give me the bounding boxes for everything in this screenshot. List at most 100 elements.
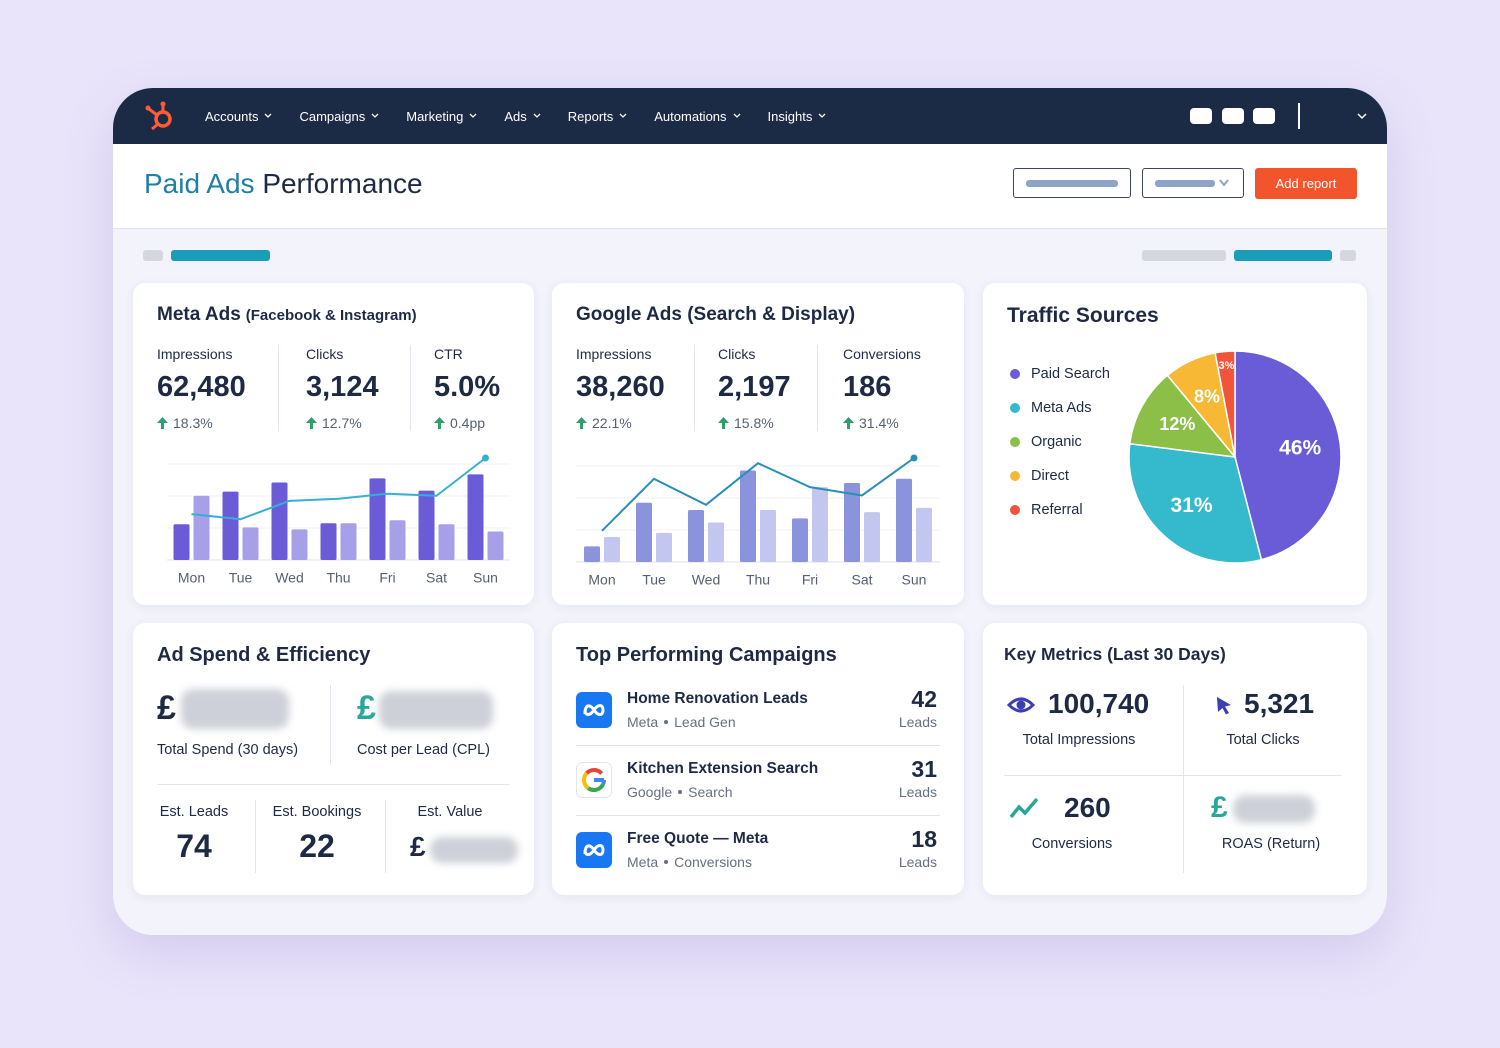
up-arrow bbox=[576, 417, 587, 429]
metric-label: CTR bbox=[434, 346, 463, 362]
nav-item[interactable]: Campaigns bbox=[299, 109, 379, 124]
line-end-dot bbox=[482, 454, 489, 462]
title-rest: Performance bbox=[262, 168, 423, 199]
nav-label: Insights bbox=[767, 108, 813, 124]
bar bbox=[242, 527, 259, 560]
campaign-name: Home Renovation Leads bbox=[627, 690, 808, 707]
bar bbox=[487, 531, 504, 560]
bar bbox=[340, 523, 357, 560]
tab[interactable] bbox=[1234, 250, 1332, 261]
metric-label: Impressions bbox=[576, 346, 652, 362]
metric-icon bbox=[1217, 697, 1231, 715]
icon-glyph bbox=[583, 704, 605, 716]
campaigns-card: Top Performing Campaigns Home Renovation … bbox=[552, 623, 964, 895]
slice-label: 12% bbox=[1159, 414, 1195, 434]
slice-label: 8% bbox=[1194, 386, 1220, 406]
change-text: 18.3% bbox=[173, 415, 213, 431]
nav-menu: Accounts Campaigns Marketing Ads Reports Auto… bbox=[205, 88, 826, 144]
slice-label: 3% bbox=[1218, 360, 1234, 372]
nav-label: Accounts bbox=[205, 108, 259, 124]
chevron bbox=[733, 113, 740, 118]
x-tick-label: Tue bbox=[229, 570, 253, 586]
nav-icon[interactable] bbox=[1190, 108, 1212, 124]
nav-item[interactable]: Accounts bbox=[205, 109, 272, 124]
dropdown-button[interactable] bbox=[1142, 168, 1244, 198]
nav-item[interactable]: Marketing bbox=[406, 109, 477, 124]
up-arrow bbox=[157, 417, 168, 429]
bar bbox=[760, 510, 776, 562]
divider bbox=[576, 745, 940, 746]
metric-value: 100,740 bbox=[1048, 688, 1150, 719]
nav-item[interactable]: Automations bbox=[654, 109, 740, 124]
currency-symbol: £ bbox=[1211, 791, 1228, 824]
bar bbox=[438, 524, 455, 560]
campaign-value: 31 bbox=[911, 756, 937, 782]
campaign-value: 18 bbox=[911, 826, 937, 852]
arrow bbox=[306, 417, 317, 429]
x-tick-label: Wed bbox=[692, 572, 721, 588]
nav-icon[interactable] bbox=[1222, 108, 1244, 124]
tab[interactable] bbox=[143, 250, 163, 261]
pie-slice bbox=[1128, 442, 1263, 564]
divider bbox=[1183, 685, 1184, 873]
bar bbox=[418, 490, 435, 560]
x-tick-label: Sat bbox=[426, 570, 447, 586]
arrow bbox=[576, 417, 587, 429]
meta-ads-card: Meta Ads (Facebook & Instagram) Impression… bbox=[133, 283, 534, 605]
bar bbox=[193, 495, 210, 560]
icon-glyph bbox=[586, 782, 606, 792]
pie-chart: 46% Paid Search 31% Meta Ads 12% Organic 8% Dir… bbox=[1010, 350, 1342, 564]
title-highlight: Paid Ads bbox=[144, 168, 255, 199]
metric-label: Impressions bbox=[157, 346, 233, 362]
bar bbox=[369, 478, 386, 560]
x-tick-label: Mon bbox=[588, 572, 615, 588]
divider bbox=[157, 784, 510, 785]
add-report-button[interactable]: Add report bbox=[1255, 168, 1357, 199]
line-end-dot bbox=[910, 454, 918, 462]
campaign-unit: Leads bbox=[898, 854, 937, 870]
bar bbox=[222, 491, 239, 560]
tab[interactable] bbox=[1142, 250, 1226, 261]
campaign-name: Free Quote — Meta bbox=[627, 830, 769, 847]
change-text: 12.7% bbox=[322, 415, 362, 431]
bar bbox=[896, 478, 912, 562]
legend-dot bbox=[1010, 471, 1020, 481]
separator-dot bbox=[678, 790, 683, 794]
bar bbox=[604, 537, 620, 562]
nav-label: Campaigns bbox=[299, 108, 366, 124]
platform-icon bbox=[576, 762, 612, 798]
bar bbox=[636, 502, 652, 562]
metric-change: 15.8% bbox=[718, 415, 774, 431]
redacted-value bbox=[379, 691, 493, 729]
separator-dot bbox=[664, 860, 669, 864]
trend-line bbox=[601, 457, 915, 532]
legend-label: Referral bbox=[1031, 502, 1083, 518]
separator-dot bbox=[664, 720, 669, 724]
tab[interactable] bbox=[171, 250, 270, 261]
nav-item[interactable]: Insights bbox=[768, 109, 827, 124]
metric-change: 31.4% bbox=[843, 415, 899, 431]
tab[interactable] bbox=[1340, 250, 1356, 261]
filter-button[interactable] bbox=[1013, 168, 1131, 198]
legend-dot bbox=[1010, 505, 1020, 515]
nav-icon[interactable] bbox=[1253, 108, 1275, 124]
metric-change: 18.3% bbox=[157, 415, 213, 431]
nav-item[interactable]: Ads bbox=[504, 109, 541, 124]
metric-value: 2,197 bbox=[718, 371, 791, 403]
icon-glyph bbox=[1007, 697, 1036, 713]
platform-icon bbox=[576, 692, 612, 728]
bar bbox=[656, 532, 672, 562]
bar bbox=[844, 482, 860, 562]
card-title: Ad Spend & Efficiency bbox=[157, 644, 371, 666]
divider bbox=[1298, 103, 1300, 129]
nav-chevron bbox=[469, 113, 477, 118]
nav-chevron bbox=[265, 113, 272, 118]
slice-label: 46% bbox=[1279, 436, 1321, 459]
metric-label: Clicks bbox=[306, 346, 344, 362]
nav-item[interactable]: Reports bbox=[568, 109, 628, 124]
divider bbox=[576, 815, 940, 816]
x-tick-label: Thu bbox=[746, 572, 770, 588]
logo[interactable] bbox=[143, 100, 179, 134]
account-chevron[interactable] bbox=[1357, 112, 1367, 120]
